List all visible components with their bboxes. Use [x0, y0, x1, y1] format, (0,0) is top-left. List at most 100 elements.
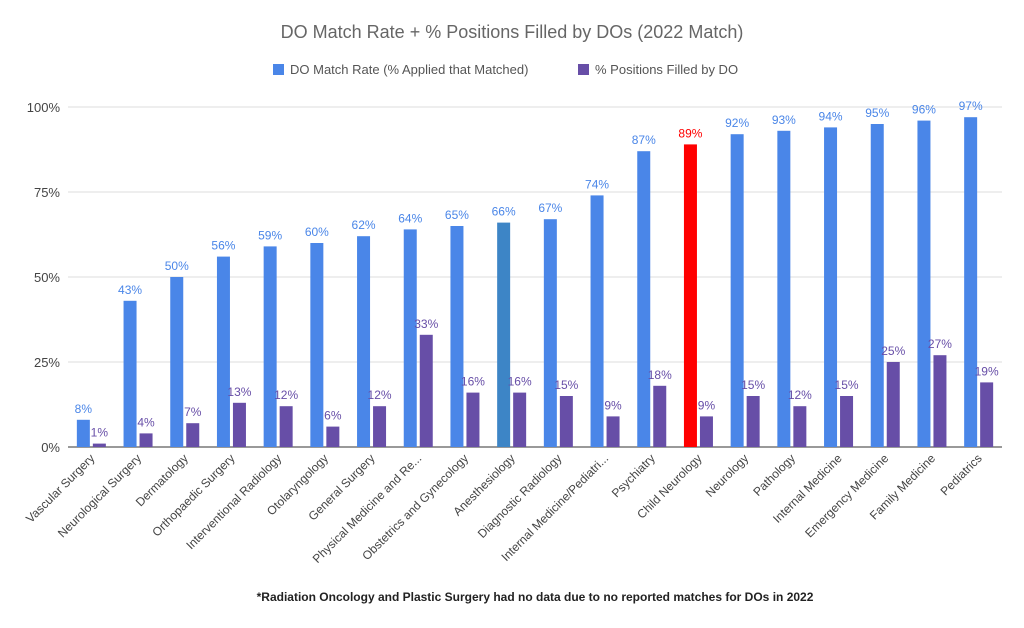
- bar-positions-filled-15: [793, 406, 807, 447]
- y-tick-label: 75%: [34, 185, 60, 200]
- bar-match-rate-10: [543, 219, 557, 447]
- bar-match-rate-4: [263, 246, 277, 447]
- label-positions-filled-6: 12%: [368, 388, 392, 402]
- x-tick-label: Diagnostic Radiology: [475, 451, 565, 541]
- label-positions-filled-19: 19%: [975, 364, 999, 378]
- bar-positions-filled-3: [232, 402, 246, 447]
- label-match-rate-9: 66%: [492, 205, 516, 219]
- bar-positions-filled-16: [840, 396, 854, 447]
- bar-positions-filled-0: [92, 443, 106, 447]
- bar-match-rate-15: [777, 130, 791, 448]
- legend-label-positions-filled: % Positions Filled by DO: [595, 62, 738, 77]
- x-tick-label: Psychiatry: [609, 451, 658, 500]
- label-positions-filled-10: 15%: [554, 378, 578, 392]
- label-match-rate-11: 74%: [585, 177, 609, 191]
- x-tick-label: Emergency Medicine: [802, 451, 891, 540]
- label-match-rate-0: 8%: [75, 402, 93, 416]
- bar-match-rate-16: [824, 127, 838, 448]
- bar-positions-filled-1: [139, 433, 153, 447]
- label-match-rate-3: 56%: [211, 239, 235, 253]
- x-tick-label: Neurology: [703, 451, 752, 500]
- data-labels: 8% 1% 43% 4% 50% 7% 56% 13% 59% 12% 60% 6% 62% 12% 64%…: [75, 99, 999, 439]
- label-positions-filled-5: 6%: [324, 409, 342, 423]
- bar-match-rate-9: [497, 222, 511, 447]
- bar-match-rate-1: [123, 300, 137, 447]
- label-match-rate-6: 62%: [352, 218, 376, 232]
- label-positions-filled-2: 7%: [184, 405, 202, 419]
- label-positions-filled-1: 4%: [137, 415, 155, 429]
- label-positions-filled-17: 25%: [881, 344, 905, 358]
- x-tick-label: Neurological Surgery: [55, 451, 144, 540]
- bar-positions-filled-14: [746, 396, 760, 447]
- label-positions-filled-3: 13%: [227, 385, 251, 399]
- label-positions-filled-14: 15%: [741, 378, 765, 392]
- bar-positions-filled-11: [606, 416, 620, 447]
- bar-match-rate-11: [590, 195, 604, 447]
- x-tick-label: Orthopaedic Surgery: [149, 451, 237, 539]
- label-match-rate-16: 94%: [819, 109, 843, 123]
- legend: DO Match Rate (% Applied that Matched) %…: [273, 62, 738, 77]
- bar-match-rate-17: [870, 124, 884, 447]
- x-tick-label: Pathology: [750, 451, 798, 499]
- label-match-rate-18: 96%: [912, 103, 936, 117]
- label-match-rate-17: 95%: [865, 106, 889, 120]
- bar-match-rate-19: [964, 117, 978, 447]
- label-match-rate-2: 50%: [165, 259, 189, 273]
- bar-positions-filled-2: [186, 423, 200, 447]
- y-tick-label: 100%: [27, 100, 61, 115]
- x-tick-label: Interventional Radiology: [183, 451, 284, 552]
- bar-match-rate-7: [403, 229, 417, 447]
- label-positions-filled-12: 18%: [648, 368, 672, 382]
- bar-positions-filled-7: [419, 334, 433, 447]
- label-match-rate-12: 87%: [632, 133, 656, 147]
- bar-positions-filled-10: [559, 396, 573, 447]
- gridlines: [68, 106, 1002, 448]
- label-positions-filled-9: 16%: [508, 375, 532, 389]
- label-positions-filled-8: 16%: [461, 375, 485, 389]
- label-positions-filled-7: 33%: [414, 317, 438, 331]
- bar-positions-filled-5: [326, 426, 340, 447]
- bar-match-rate-3: [216, 256, 230, 447]
- bar-match-rate-2: [170, 277, 184, 447]
- y-tick-label: 0%: [41, 440, 60, 455]
- bar-match-rate-13: [683, 144, 697, 447]
- bar-positions-filled-6: [373, 406, 387, 447]
- bars: [76, 117, 994, 448]
- bar-match-rate-0: [76, 419, 90, 447]
- y-axis: 0% 25% 50% 75% 100%: [27, 100, 61, 455]
- label-match-rate-15: 93%: [772, 113, 796, 127]
- y-tick-label: 50%: [34, 270, 60, 285]
- bar-match-rate-12: [637, 151, 651, 447]
- bar-match-rate-14: [730, 134, 744, 447]
- label-match-rate-7: 64%: [398, 211, 422, 225]
- x-tick-label: Pediatrics: [938, 451, 985, 498]
- bar-positions-filled-19: [980, 382, 994, 447]
- legend-swatch-match-rate: [273, 64, 284, 75]
- label-positions-filled-4: 12%: [274, 388, 298, 402]
- label-match-rate-13: 89%: [678, 126, 702, 140]
- label-match-rate-10: 67%: [538, 201, 562, 215]
- chart-title: DO Match Rate + % Positions Filled by DO…: [281, 22, 744, 42]
- bar-match-rate-6: [357, 236, 371, 447]
- label-positions-filled-13: 9%: [698, 398, 716, 412]
- legend-label-match-rate: DO Match Rate (% Applied that Matched): [290, 62, 528, 77]
- bar-positions-filled-12: [653, 385, 667, 447]
- bar-match-rate-18: [917, 120, 931, 447]
- bar-match-rate-8: [450, 226, 464, 447]
- label-match-rate-19: 97%: [959, 99, 983, 113]
- label-positions-filled-0: 1%: [91, 426, 109, 440]
- label-match-rate-4: 59%: [258, 228, 282, 242]
- bar-positions-filled-9: [513, 392, 527, 447]
- y-tick-label: 25%: [34, 355, 60, 370]
- label-positions-filled-11: 9%: [604, 398, 622, 412]
- label-match-rate-8: 65%: [445, 208, 469, 222]
- label-match-rate-14: 92%: [725, 116, 749, 130]
- label-positions-filled-16: 15%: [835, 378, 859, 392]
- bar-positions-filled-18: [933, 355, 947, 447]
- label-match-rate-5: 60%: [305, 225, 329, 239]
- label-match-rate-1: 43%: [118, 283, 142, 297]
- bar-positions-filled-4: [279, 406, 293, 447]
- chart-footnote: *Radiation Oncology and Plastic Surgery …: [257, 590, 814, 604]
